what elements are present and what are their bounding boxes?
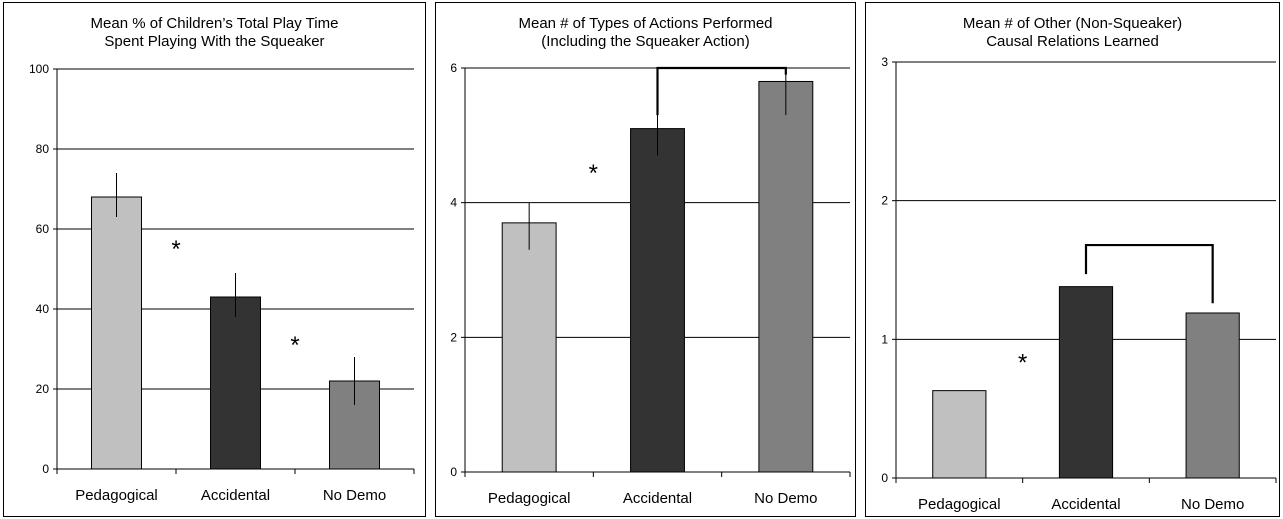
bar-accidental: [210, 296, 261, 470]
significance-asterisk: *: [1018, 350, 1027, 377]
y-tick-label: 6: [450, 61, 457, 75]
chart-title-line-1: Mean % of Children’s Total Play Time: [90, 15, 339, 32]
y-tick-label: 1: [881, 332, 888, 346]
y-tick-label: 60: [36, 222, 50, 236]
x-tick-label: Accidental: [1051, 496, 1120, 513]
chart-title-line-2: Spent Playing With the Squeaker: [104, 33, 325, 50]
y-tick-label: 0: [881, 471, 888, 485]
x-tick-label: No Demo: [754, 490, 817, 507]
chart-title-line-2: Causal Relations Learned: [986, 33, 1159, 50]
bar-chart-play-time: 0 20 40 60 80 100 Pedagogical Accidental No Demo…: [29, 62, 415, 504]
chart-title: Mean # of Other (Non-Squeaker) Causal Re…: [866, 15, 1279, 51]
x-tick-label: Pedagogical: [918, 496, 1001, 513]
chart-title-line-1: Mean # of Other (Non-Squeaker): [962, 15, 1183, 32]
chart-title: Mean # of Types of Actions Performed (In…: [436, 15, 855, 51]
bar-chart-causal-relations: 0 1 2 3 Pedagogical Accidental No Demo *: [881, 55, 1277, 513]
significance-asterisk: *: [589, 160, 598, 187]
bar-pedagogical: [501, 222, 557, 473]
chart-panel-play-time: Mean % of Children’s Total Play Time Spe…: [3, 2, 426, 517]
bar-no-demo: [758, 80, 814, 473]
x-tick-label: No Demo: [323, 487, 386, 504]
y-tick-label: 2: [450, 330, 457, 344]
y-tick-label: 100: [29, 62, 49, 76]
chart-title-line-2: (Including the Squeaker Action): [541, 33, 750, 50]
y-tick-label: 2: [881, 194, 888, 208]
bar-pedagogical: [91, 196, 142, 470]
bar-accidental: [1058, 286, 1114, 479]
bar-accidental: [630, 128, 685, 473]
chart-title-line-1: Mean # of Types of Actions Performed: [518, 15, 773, 32]
y-tick-label: 4: [450, 196, 457, 210]
x-tick-label: Pedagogical: [75, 487, 158, 504]
x-tick-label: Accidental: [201, 487, 270, 504]
y-tick-label: 0: [450, 465, 457, 479]
bar-chart-action-types: 0 2 4 6 Pedagogical Accidental No Demo *: [450, 61, 851, 507]
y-tick-label: 80: [36, 142, 50, 156]
chart-panel-action-types: Mean # of Types of Actions Performed (In…: [435, 2, 856, 517]
significance-asterisk: *: [290, 332, 299, 359]
bar-no-demo: [1185, 312, 1240, 479]
x-tick-label: Accidental: [623, 490, 692, 507]
y-tick-label: 0: [42, 462, 49, 476]
x-tick-label: No Demo: [1181, 496, 1244, 513]
significance-asterisk: *: [171, 236, 180, 263]
comparison-bracket: [1084, 243, 1214, 304]
chart-panel-causal-relations: Mean # of Other (Non-Squeaker) Causal Re…: [865, 2, 1280, 517]
y-tick-label: 40: [36, 302, 50, 316]
bar-pedagogical: [932, 390, 987, 479]
chart-title: Mean % of Children’s Total Play Time Spe…: [4, 15, 425, 51]
y-tick-label: 20: [36, 382, 50, 396]
x-tick-label: Pedagogical: [488, 490, 571, 507]
y-tick-label: 3: [881, 55, 888, 69]
comparison-bracket: [656, 66, 787, 116]
